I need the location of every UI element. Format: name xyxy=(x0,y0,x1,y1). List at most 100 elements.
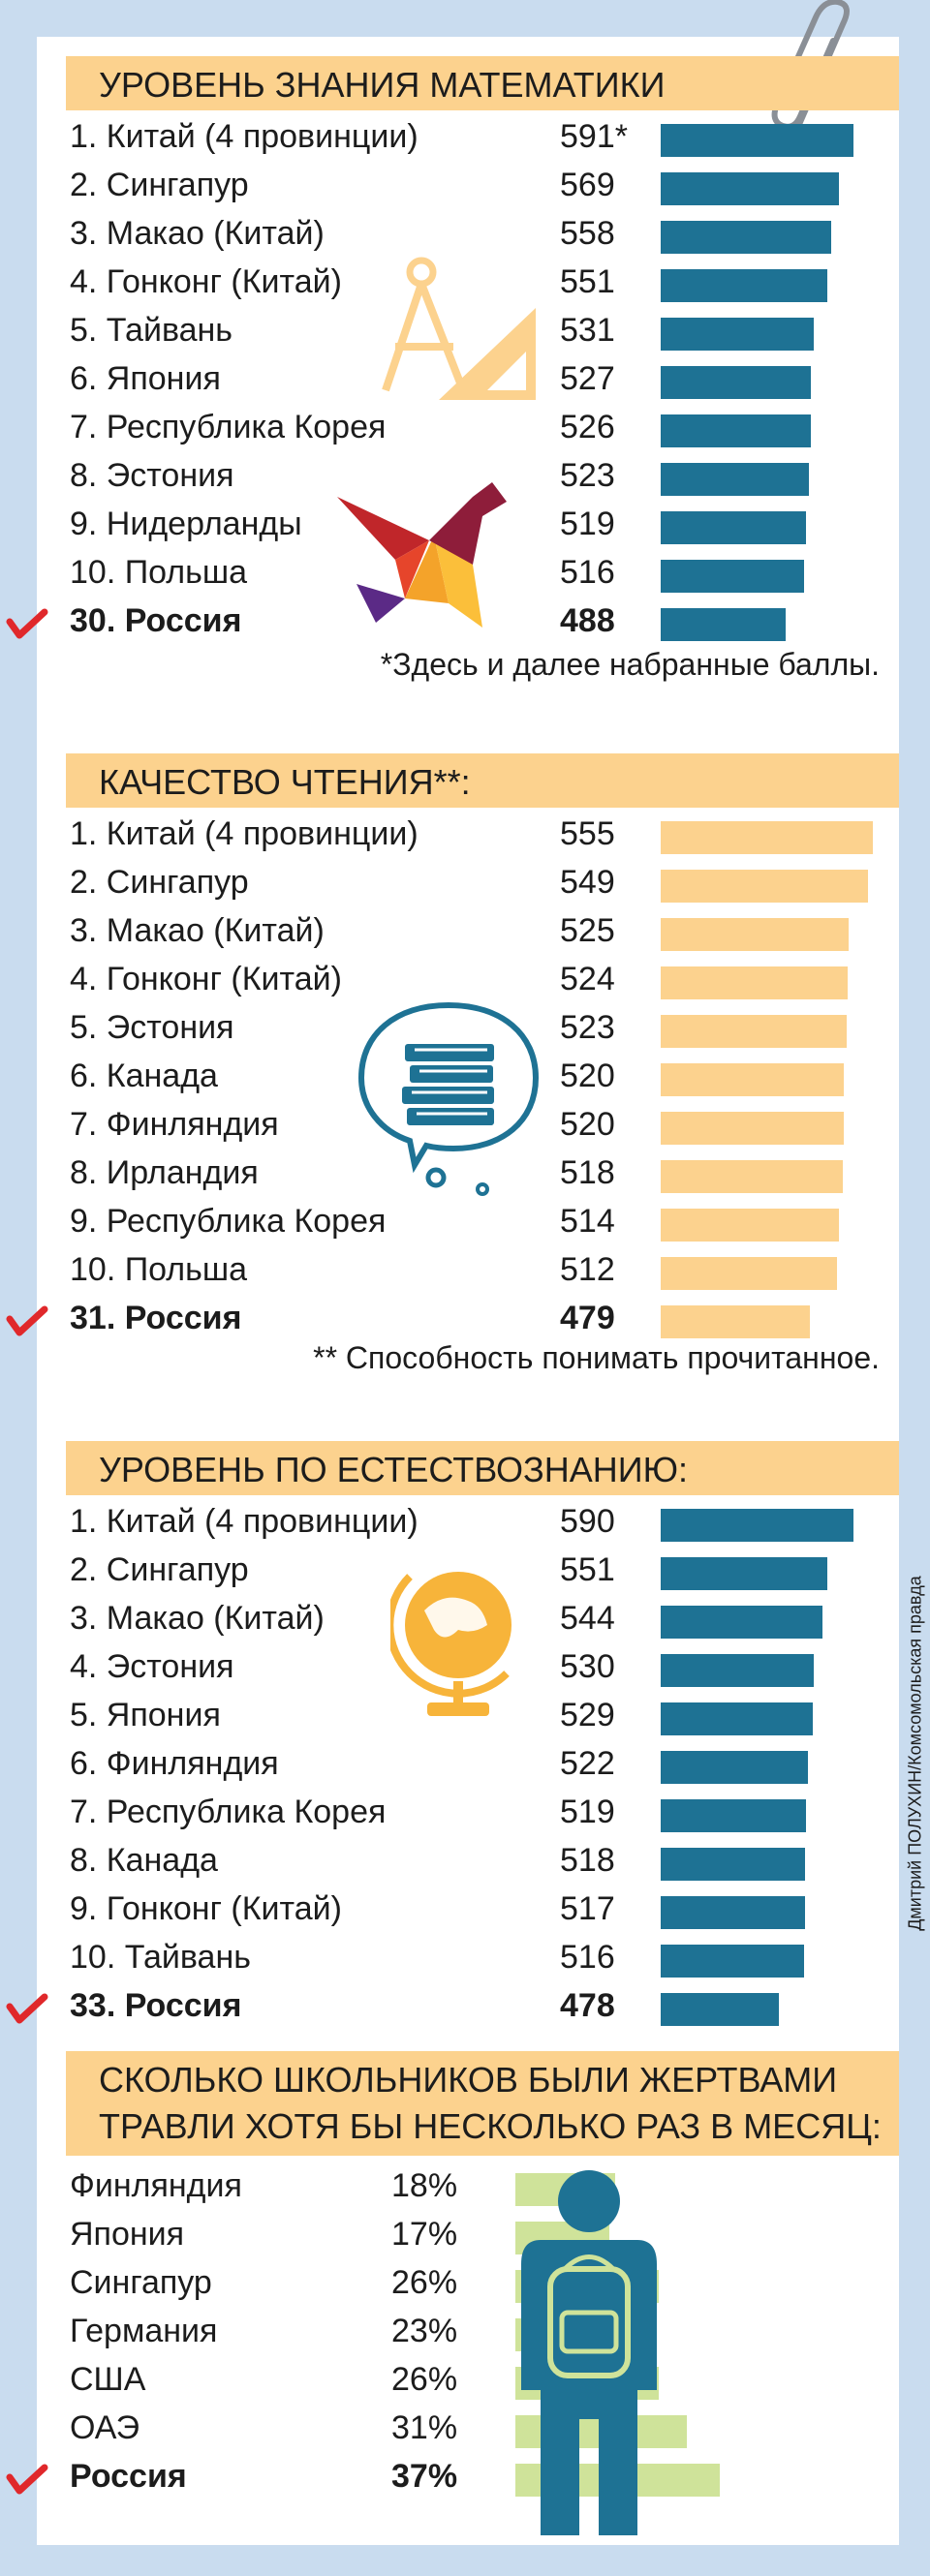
row-value: 551 xyxy=(560,263,615,300)
row-value: 520 xyxy=(560,1106,615,1143)
credit-text: Дмитрий ПОЛУХИН/Комсомольская правда xyxy=(905,1576,925,1931)
row-label: США xyxy=(70,2361,146,2398)
bar xyxy=(661,1257,837,1290)
row-value: 514 xyxy=(560,1203,615,1240)
bar xyxy=(661,1112,844,1145)
table-row: 8. Эстония 523 xyxy=(37,453,899,502)
table-row: 7. Финляндия 520 xyxy=(37,1102,899,1150)
row-value: 37% xyxy=(391,2458,458,2495)
row-value: 478 xyxy=(560,1987,615,2024)
row-value: 530 xyxy=(560,1648,615,1685)
checkmark-icon xyxy=(6,1993,48,2024)
bar xyxy=(661,269,827,302)
table-row: 4. Гонконг (Китай) 551 xyxy=(37,260,899,308)
table-row: 1. Китай (4 провинции) 590 xyxy=(37,1499,899,1548)
table-row: Сингапур 26% xyxy=(37,2260,899,2309)
row-value: 512 xyxy=(560,1251,615,1288)
row-label: 33. Россия xyxy=(70,1987,242,2024)
row-label: 9. Республика Корея xyxy=(70,1203,387,1240)
row-value: 520 xyxy=(560,1058,615,1094)
row-label: 2. Сингапур xyxy=(70,1551,249,1588)
row-value: 23% xyxy=(391,2313,458,2349)
bar xyxy=(661,1702,813,1735)
row-label: 5. Тайвань xyxy=(70,312,233,349)
science-title: УРОВЕНЬ ПО ЕСТЕСТВОЗНАНИЮ: xyxy=(66,1441,899,1495)
books-thought-bubble-icon xyxy=(357,1001,540,1196)
row-label: 1. Китай (4 провинции) xyxy=(70,118,418,155)
table-row: 6. Финляндия 522 xyxy=(37,1741,899,1790)
bar xyxy=(661,221,831,254)
bar xyxy=(661,1654,814,1687)
row-value: 18% xyxy=(391,2167,458,2204)
table-row: 2. Сингапур 569 xyxy=(37,163,899,211)
row-value: 519 xyxy=(560,1794,615,1830)
row-value: 518 xyxy=(560,1842,615,1879)
table-row: 4. Эстония 530 xyxy=(37,1644,899,1693)
row-label: 7. Финляндия xyxy=(70,1106,279,1143)
bar xyxy=(661,870,868,903)
table-row: 30. Россия 488 xyxy=(6,598,899,647)
row-label: Россия xyxy=(70,2458,187,2495)
row-label: 3. Макао (Китай) xyxy=(70,215,325,252)
row-label: Япония xyxy=(70,2216,185,2253)
table-row: 5. Эстония 523 xyxy=(37,1005,899,1054)
row-value: 516 xyxy=(560,1939,615,1976)
bar xyxy=(661,366,811,399)
bar xyxy=(661,1509,853,1542)
bar xyxy=(661,1305,810,1338)
science-section: УРОВЕНЬ ПО ЕСТЕСТВОЗНАНИЮ: 1. Китай (4 п… xyxy=(6,1441,899,2041)
row-value: 518 xyxy=(560,1154,615,1191)
table-row: 9. Республика Корея 514 xyxy=(37,1199,899,1247)
row-value: 517 xyxy=(560,1890,615,1927)
row-value: 591* xyxy=(560,118,628,155)
bar xyxy=(661,1063,844,1096)
table-row: 1. Китай (4 провинции) 555 xyxy=(37,812,899,860)
row-value: 555 xyxy=(560,815,615,852)
table-row: Япония 17% xyxy=(37,2212,899,2260)
bar xyxy=(661,172,839,205)
bar xyxy=(661,1993,779,2026)
bar xyxy=(661,1557,827,1590)
row-value: 558 xyxy=(560,215,615,252)
row-label: Германия xyxy=(70,2313,218,2349)
table-row: 3. Макао (Китай) 544 xyxy=(37,1596,899,1644)
row-value: 31% xyxy=(391,2409,458,2446)
row-value: 479 xyxy=(560,1300,615,1336)
bar xyxy=(661,1160,843,1193)
math-section: УРОВЕНЬ ЗНАНИЯ МАТЕМАТИКИ 1. Китай (4 пр… xyxy=(6,56,899,715)
row-label: 10. Польша xyxy=(70,554,248,591)
row-value: 26% xyxy=(391,2264,458,2301)
row-label: 1. Китай (4 провинции) xyxy=(70,1503,418,1540)
table-row: 10. Польша 516 xyxy=(37,550,899,598)
row-value: 524 xyxy=(560,961,615,997)
bar xyxy=(661,608,786,641)
math-title: УРОВЕНЬ ЗНАНИЯ МАТЕМАТИКИ xyxy=(66,56,899,110)
bar xyxy=(661,318,814,351)
table-row: Россия 37% xyxy=(6,2454,899,2502)
bar xyxy=(661,1848,805,1881)
row-label: 10. Тайвань xyxy=(70,1939,251,1976)
row-value: 531 xyxy=(560,312,615,349)
row-value: 569 xyxy=(560,167,615,203)
row-label: 6. Япония xyxy=(70,360,221,397)
bar xyxy=(661,1015,847,1048)
reading-title: КАЧЕСТВО ЧТЕНИЯ**: xyxy=(66,753,899,808)
table-row: США 26% xyxy=(37,2357,899,2406)
row-label: 3. Макао (Китай) xyxy=(70,912,325,949)
table-row: 2. Сингапур 551 xyxy=(37,1548,899,1596)
compass-ruler-icon xyxy=(382,257,536,400)
row-value: 523 xyxy=(560,457,615,494)
row-label: 1. Китай (4 провинции) xyxy=(70,815,418,852)
row-label: 4. Гонконг (Китай) xyxy=(70,961,342,997)
bar xyxy=(661,821,873,854)
table-row: 10. Тайвань 516 xyxy=(37,1935,899,1983)
row-label: 9. Гонконг (Китай) xyxy=(70,1890,342,1927)
table-row: 3. Макао (Китай) 525 xyxy=(37,908,899,957)
bullying-title: СКОЛЬКО ШКОЛЬНИКОВ БЫЛИ ЖЕРТВАМИ ТРАВЛИ … xyxy=(66,2051,899,2156)
table-row: 31. Россия 479 xyxy=(6,1296,899,1344)
reading-section: КАЧЕСТВО ЧТЕНИЯ**: 1. Китай (4 провинции… xyxy=(6,753,899,1412)
table-row: ОАЭ 31% xyxy=(37,2406,899,2454)
math-note: *Здесь и далее набранные баллы. xyxy=(380,647,880,682)
table-row: 33. Россия 478 xyxy=(6,1983,899,2032)
bird-logo-icon xyxy=(337,482,507,628)
